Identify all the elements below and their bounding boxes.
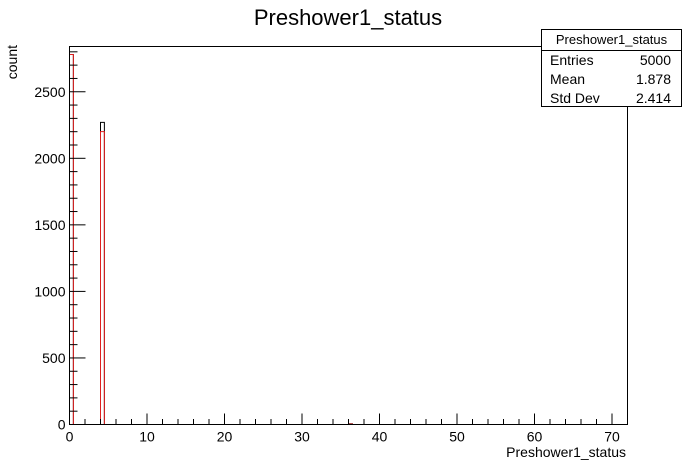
bars-series-red [69,53,353,425]
y-tick-label: 0 [58,417,66,433]
stats-label: Mean [550,71,586,87]
y-axis: 0 500 1000 1500 2000 2500 [34,51,86,433]
x-tick-label: 10 [139,429,155,445]
stats-row-mean: Mean 1.878 [542,70,681,89]
bars-series-black [69,53,353,425]
stats-label: Std Dev [550,90,600,106]
stats-row-entries: Entries 5000 [542,51,681,70]
y-tick-label: 2000 [34,150,65,166]
bar-series1-bin1 [100,131,105,425]
x-tick-label: 0 [66,429,74,445]
x-tick-label: 30 [294,429,310,445]
x-tick-label: 70 [604,429,620,445]
x-tick-label: 60 [527,429,543,445]
stats-value: 1.878 [635,71,671,87]
y-axis-label: count [4,45,20,79]
x-axis-label: Preshower1_status [506,444,626,460]
stats-label: Entries [550,52,594,68]
y-tick-label: 1500 [34,217,65,233]
y-tick-label: 2500 [34,84,65,100]
x-axis: 0 10 20 30 40 50 60 70 [66,413,628,445]
bar-series1-bin0 [69,53,74,425]
x-tick-label: 50 [449,429,465,445]
stats-box: Preshower1_status Entries 5000 Mean 1.87… [541,29,682,107]
stats-value: 5000 [639,52,671,68]
x-tick-label: 20 [217,429,233,445]
chart-title: Preshower1_status [254,5,442,30]
stats-row-stddev: Std Dev 2.414 [542,89,681,108]
bar-series0-bin0 [69,53,74,425]
stats-title: Preshower1_status [542,30,681,51]
y-tick-label: 500 [42,350,66,366]
y-tick-label: 1000 [34,283,65,299]
stats-value: 2.414 [635,90,671,106]
bar-series0-bin1 [100,121,105,425]
x-tick-label: 40 [372,429,388,445]
